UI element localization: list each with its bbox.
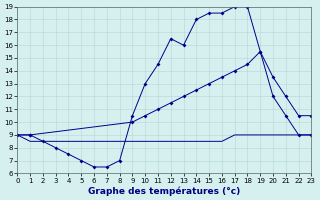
X-axis label: Graphe des températures (°c): Graphe des températures (°c) <box>88 186 241 196</box>
